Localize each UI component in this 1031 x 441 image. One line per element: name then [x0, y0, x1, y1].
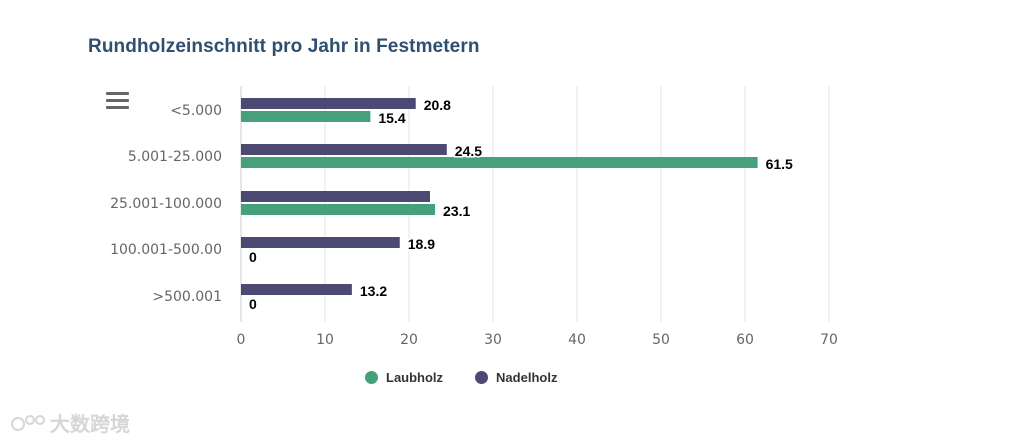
- legend-item-laubholz[interactable]: Laubholz: [365, 370, 443, 385]
- data-label: 61.5: [766, 156, 793, 172]
- nadelholz-dot-icon: [475, 371, 489, 384]
- legend-label-nadelholz: Nadelholz: [496, 370, 558, 385]
- bar-nadelholz: [241, 284, 352, 295]
- data-label: 0: [249, 249, 257, 265]
- category-label: 5.001-25.000: [128, 149, 222, 165]
- bar-laubholz: [241, 157, 758, 168]
- data-label: 15.4: [378, 110, 405, 126]
- category-label: 25.001-100.000: [110, 196, 222, 212]
- data-label: 13.2: [360, 283, 387, 299]
- bar-nadelholz: [241, 191, 430, 202]
- x-tick-label: 50: [652, 332, 670, 348]
- legend: Laubholz Nadelholz: [365, 370, 557, 385]
- bar-nadelholz: [241, 98, 416, 109]
- data-label: 20.8: [424, 97, 451, 113]
- legend-label-laubholz: Laubholz: [386, 370, 444, 385]
- x-tick-label: 10: [316, 332, 334, 348]
- x-tick-label: 0: [237, 332, 246, 348]
- x-tick-label: 30: [484, 332, 502, 348]
- bar-nadelholz: [241, 144, 447, 155]
- watermark-logo-icon: [11, 414, 45, 431]
- bar-nadelholz: [241, 237, 400, 248]
- watermark: 大数跨境: [10, 408, 130, 437]
- bars: [241, 98, 758, 295]
- data-label: 24.5: [455, 143, 482, 159]
- x-tick-label: 40: [568, 332, 586, 348]
- bar-laubholz: [241, 204, 436, 215]
- watermark-text: 大数跨境: [50, 412, 130, 436]
- bar-laubholz: [241, 111, 371, 122]
- laubholz-dot-icon: [365, 371, 378, 384]
- legend-item-nadelholz[interactable]: Nadelholz: [475, 370, 557, 385]
- x-tick-label: 70: [820, 332, 838, 348]
- category-label: 100.001-500.00: [110, 242, 222, 258]
- labels: 0 10 20 30 40 50 60 70 <5.000 5.001-25.000 25.001-…: [110, 96, 838, 349]
- hamburger-menu-icon[interactable]: [106, 92, 130, 114]
- chart-title: Rundholzeinschnitt pro Jahr in Festmeter…: [88, 36, 480, 57]
- data-label: 18.9: [408, 236, 435, 252]
- category-label: <5.000: [170, 103, 222, 119]
- x-tick-label: 20: [400, 332, 418, 348]
- x-tick-label: 60: [736, 332, 754, 348]
- data-label: 23.1: [443, 203, 470, 219]
- data-label: 0: [249, 296, 257, 312]
- category-label: >500.001: [152, 289, 222, 305]
